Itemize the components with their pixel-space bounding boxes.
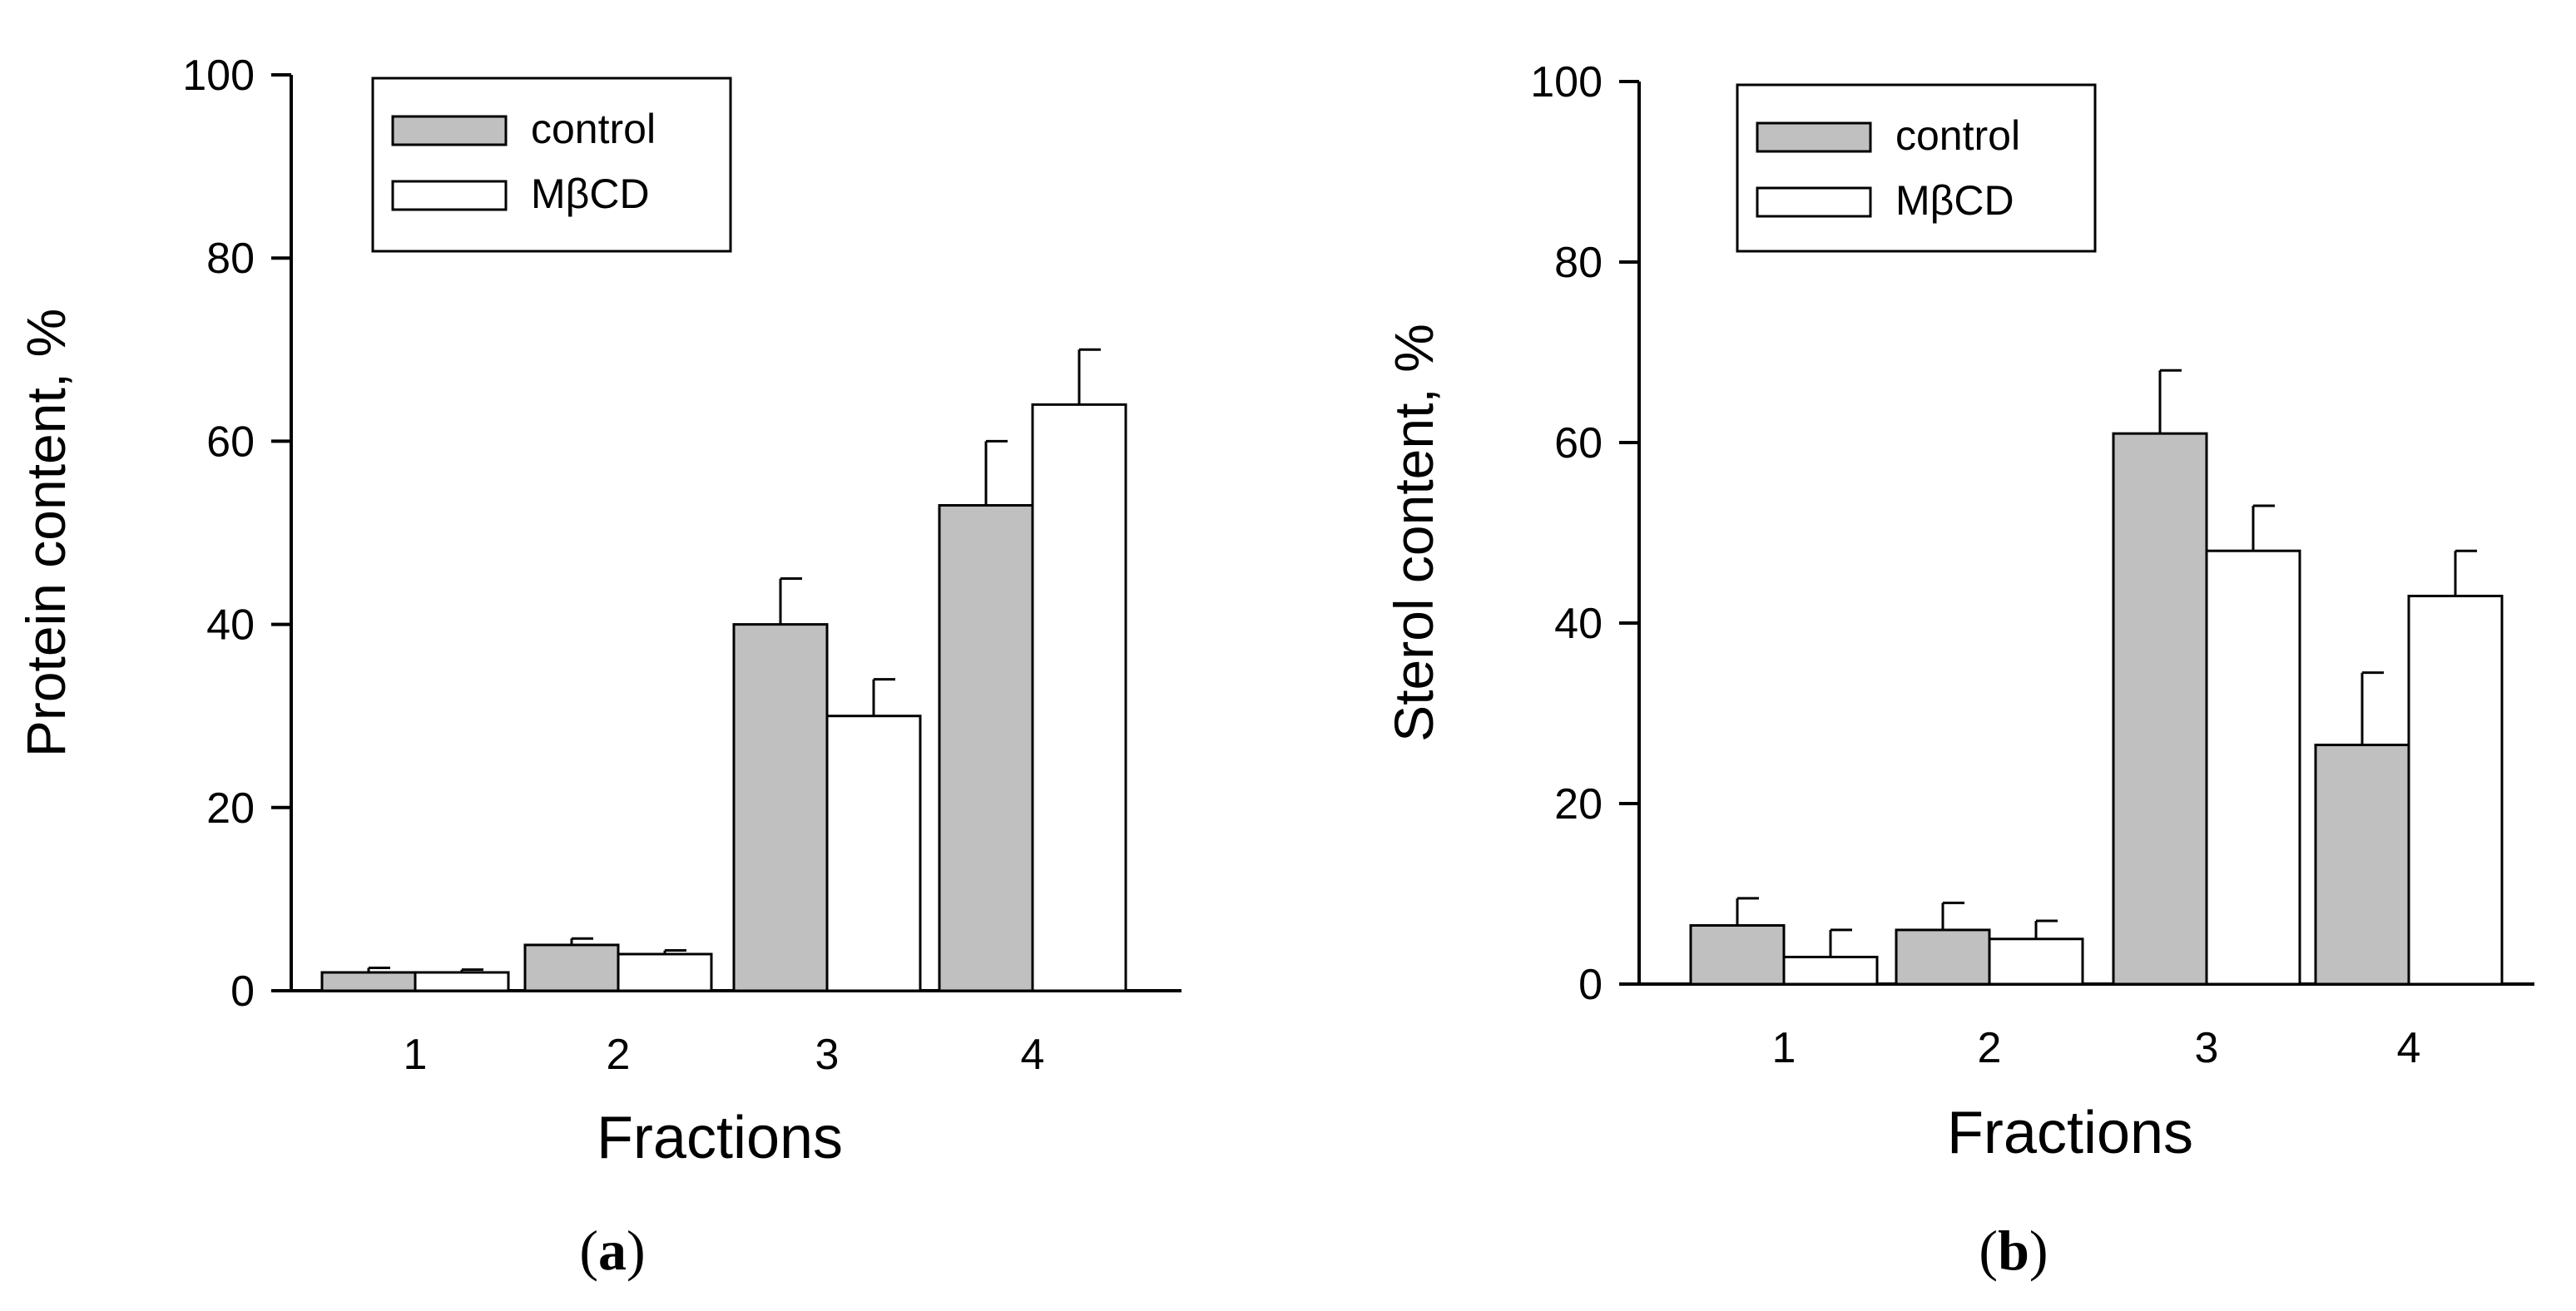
caption-close-paren: ) xyxy=(2029,1219,2048,1282)
bar-mbcd xyxy=(1988,937,2084,986)
bar-mbcd xyxy=(617,952,713,992)
y-tick-label: 0 xyxy=(230,967,255,1016)
y-tick-label: 100 xyxy=(182,52,255,100)
x-tick-label: 4 xyxy=(2397,1024,2421,1072)
caption-open-paren: ( xyxy=(579,1219,598,1282)
legend-box xyxy=(1736,83,2097,253)
x-tick-label: 4 xyxy=(1021,1031,1045,1079)
y-tick-label: 20 xyxy=(206,784,255,833)
x-tick-label: 3 xyxy=(815,1031,840,1079)
chart-panel-b: 0 20 40 60 80 100 1 2 3 4 Sterol content, % Fractio… xyxy=(1383,58,2534,1282)
legend-swatch-control xyxy=(1756,121,1872,153)
bar-control xyxy=(732,623,829,992)
bar-control xyxy=(320,971,417,992)
legend-label-mbcd: MβCD xyxy=(531,171,650,217)
bar-mbcd xyxy=(1031,403,1127,992)
panel-caption: (b) xyxy=(1979,1219,2048,1282)
y-tick-label: 80 xyxy=(206,235,255,283)
legend-label-control: control xyxy=(531,106,656,152)
legend-swatch-control xyxy=(391,115,508,146)
y-tick-label: 40 xyxy=(206,601,255,650)
x-tick-label: 1 xyxy=(404,1031,428,1079)
caption-letter: b xyxy=(1998,1219,2029,1282)
y-tick-label: 60 xyxy=(206,418,255,466)
x-tick-label: 3 xyxy=(2195,1024,2219,1072)
bar-mbcd xyxy=(1782,955,1879,986)
legend-box xyxy=(371,77,732,253)
x-axis-label: Fractions xyxy=(597,1105,843,1171)
caption-open-paren: ( xyxy=(1979,1219,1998,1282)
y-tick-label: 40 xyxy=(1554,600,1603,648)
x-axis-label: Fractions xyxy=(1947,1100,2193,1166)
legend: control MβCD xyxy=(1736,83,2097,253)
y-axis-label: Protein content, % xyxy=(15,309,77,757)
y-tick-label: 80 xyxy=(1554,239,1603,287)
bar-control xyxy=(2112,432,2208,986)
panel-caption: (a) xyxy=(579,1219,645,1282)
x-tick-label: 1 xyxy=(1772,1024,1796,1072)
y-tick-label: 100 xyxy=(1530,58,1603,106)
caption-close-paren: ) xyxy=(627,1219,646,1282)
x-tick-label: 2 xyxy=(1978,1024,2002,1072)
y-tick-label: 60 xyxy=(1554,419,1603,468)
bar-mbcd xyxy=(2407,594,2504,986)
bar-control xyxy=(938,503,1034,992)
legend: control MβCD xyxy=(371,77,732,253)
bar-mbcd xyxy=(825,715,922,992)
y-tick-label: 20 xyxy=(1554,780,1603,829)
bar-control xyxy=(523,943,620,992)
bar-mbcd xyxy=(414,971,510,992)
y-axis-label: Sterol content, % xyxy=(1383,324,1444,742)
bar-mbcd xyxy=(2205,549,2301,986)
bar-control xyxy=(2314,743,2410,986)
bar-control xyxy=(1895,928,1991,986)
legend-swatch-mbcd xyxy=(1756,186,1872,218)
x-tick-label: 2 xyxy=(607,1031,631,1079)
legend-label-mbcd: MβCD xyxy=(1895,177,2014,224)
bar-control xyxy=(1689,923,1786,986)
y-tick-label: 0 xyxy=(1578,961,1603,1009)
caption-letter: a xyxy=(598,1219,627,1282)
chart-panel-a: 0 20 40 60 80 100 1 2 3 4 Protein content, % Fracti… xyxy=(15,52,1181,1282)
legend-label-control: control xyxy=(1895,112,2020,159)
legend-swatch-mbcd xyxy=(391,180,508,211)
